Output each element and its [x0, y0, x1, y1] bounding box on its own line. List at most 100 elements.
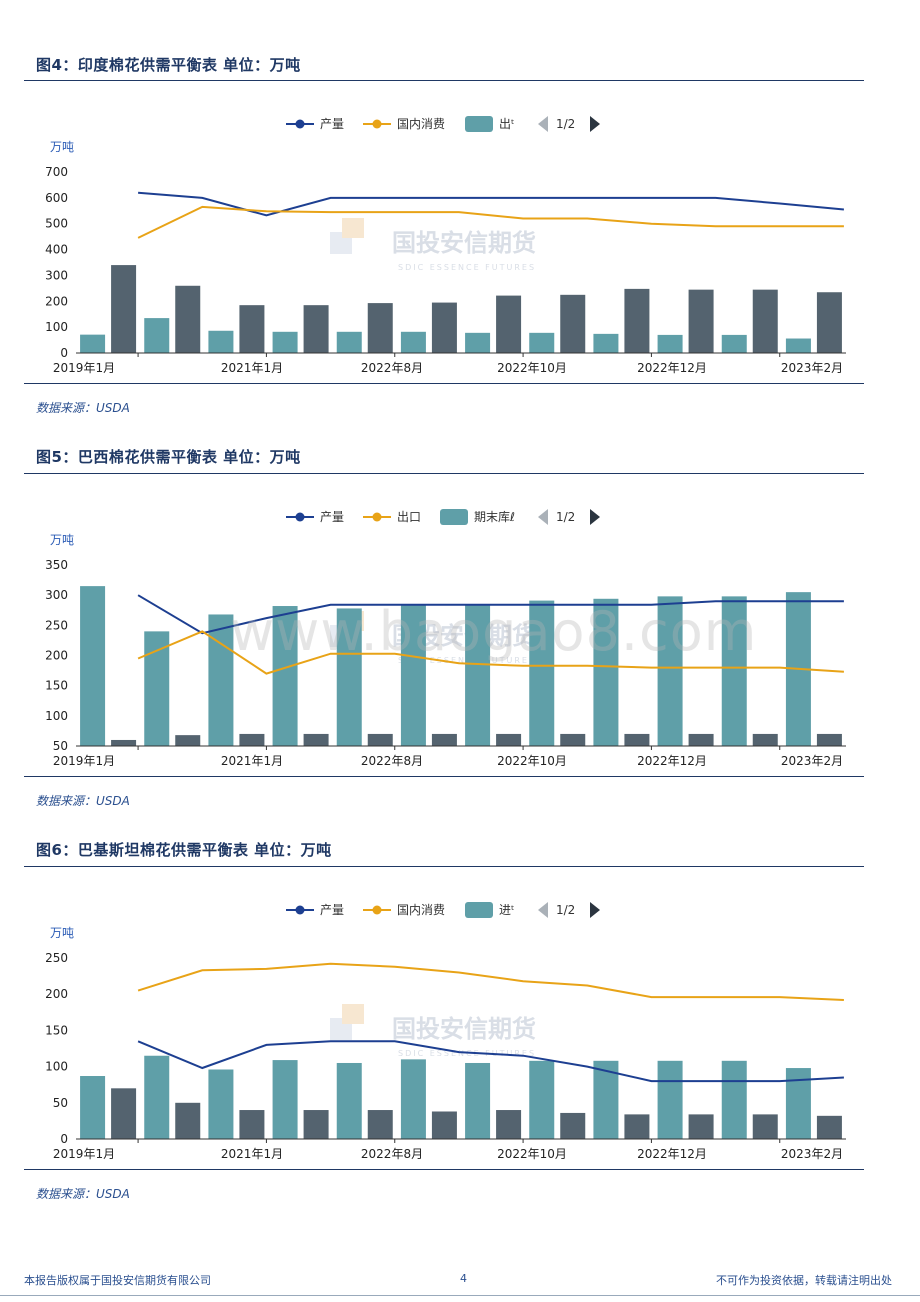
- legend-next-icon[interactable]: [590, 902, 600, 918]
- title-rule: [24, 80, 864, 81]
- bar-dark: [560, 294, 586, 353]
- bar-dark: [367, 303, 393, 353]
- x-tick-label: 2022年12月: [637, 1147, 707, 1161]
- legend-bar-swatch: [465, 902, 493, 918]
- bar-dark: [431, 733, 457, 746]
- y-tick-label: 250: [45, 618, 68, 632]
- legend[interactable]: 产量 国内消费 进ᵗ 1/2: [286, 902, 600, 918]
- watermark-brand: 国投安信期货: [392, 1015, 536, 1043]
- bar-dark: [111, 265, 137, 353]
- legend-marker: [295, 905, 305, 915]
- bar-light: [272, 331, 298, 353]
- y-axis-unit: 万吨: [50, 140, 74, 154]
- y-tick-label: 500: [45, 217, 68, 231]
- x-tick-label: 2021年1月: [221, 361, 283, 375]
- legend-label: 国内消费: [397, 117, 445, 131]
- y-tick-label: 350: [45, 558, 68, 572]
- watermark-brand-sub: SDIC ESSENCE FUTURES: [398, 263, 536, 272]
- x-tick-label: 2023年2月: [781, 754, 843, 768]
- bar-dark: [688, 733, 714, 746]
- bar-dark: [367, 1110, 393, 1139]
- legend-label: 产量: [320, 510, 344, 524]
- y-tick-label: 700: [45, 165, 68, 179]
- bar-dark: [239, 1110, 265, 1139]
- y-tick-label: 150: [45, 679, 68, 693]
- bar-dark: [239, 733, 265, 746]
- x-tick-label: 2022年12月: [637, 754, 707, 768]
- x-tick-label: 2023年2月: [781, 361, 843, 375]
- bar-light: [80, 334, 106, 353]
- bar-dark: [111, 739, 137, 746]
- site-watermark: www.baogao8.com: [230, 600, 758, 663]
- bar-light: [400, 1059, 426, 1139]
- bar-light: [336, 608, 362, 746]
- legend-marker: [295, 119, 305, 129]
- bar-dark: [496, 295, 522, 353]
- series-line-国内消费: [137, 962, 844, 1001]
- bar-light: [144, 631, 170, 746]
- series-line-出口: [137, 630, 844, 675]
- legend-prev-icon[interactable]: [538, 902, 548, 918]
- bar-dark: [624, 288, 650, 353]
- chart-bottom-rule: [24, 776, 864, 777]
- y-tick-label: 300: [45, 588, 68, 602]
- legend-marker: [295, 512, 305, 522]
- bar-light: [465, 1062, 491, 1139]
- bar-dark: [431, 1111, 457, 1139]
- x-tick-label: 2022年8月: [361, 1147, 423, 1161]
- bar-dark: [752, 733, 778, 746]
- legend-pager: 1/2: [556, 117, 575, 131]
- y-tick-label: 0: [60, 1132, 68, 1146]
- bar-dark: [175, 1102, 201, 1139]
- bar-dark: [688, 1114, 714, 1139]
- legend-marker: [372, 905, 382, 915]
- bar-dark: [303, 733, 329, 746]
- bar-dark: [431, 302, 457, 353]
- legend[interactable]: 产量 国内消费 出ᵗ 1/2: [286, 116, 600, 132]
- legend-next-icon[interactable]: [590, 509, 600, 525]
- title-rule: [24, 473, 864, 474]
- x-tick-label: 2022年8月: [361, 361, 423, 375]
- legend-marker: [372, 512, 382, 522]
- legend-pager: 1/2: [556, 510, 575, 524]
- x-tick-label: 2021年1月: [221, 1147, 283, 1161]
- x-tick-label: 2022年8月: [361, 754, 423, 768]
- x-tick-label: 2022年12月: [637, 361, 707, 375]
- y-tick-label: 200: [45, 294, 68, 308]
- legend[interactable]: 产量 出口 期末库ℓ 1/2: [286, 509, 600, 525]
- bar-light: [721, 596, 747, 746]
- bar-dark: [175, 285, 201, 353]
- watermark-brand: 国投安信期货: [392, 229, 536, 257]
- bar-light: [336, 1062, 362, 1139]
- figure-title-4: 图4：印度棉花供需平衡表 单位：万吨: [36, 56, 301, 74]
- figure-title-5: 图5：巴西棉花供需平衡表 单位：万吨: [36, 448, 301, 466]
- legend-marker: [372, 119, 382, 129]
- bar-dark: [752, 1114, 778, 1139]
- bar-dark: [816, 733, 842, 746]
- legend-next-icon[interactable]: [590, 116, 600, 132]
- bar-dark: [816, 292, 842, 353]
- series-line-国内消费: [137, 205, 844, 239]
- legend-prev-icon[interactable]: [538, 509, 548, 525]
- bar-light: [529, 1060, 555, 1139]
- x-tick-label: 2019年1月: [53, 1147, 115, 1161]
- x-tick-label: 2022年10月: [497, 361, 567, 375]
- bar-dark: [560, 1112, 586, 1139]
- bar-light: [785, 338, 811, 353]
- y-tick-label: 50: [53, 739, 68, 753]
- x-tick-label: 2019年1月: [53, 754, 115, 768]
- x-tick-label: 2021年1月: [221, 754, 283, 768]
- legend-label: 国内消费: [397, 903, 445, 917]
- bar-light: [529, 600, 555, 746]
- bar-dark: [624, 733, 650, 746]
- legend-prev-icon[interactable]: [538, 116, 548, 132]
- bar-light: [144, 1055, 170, 1139]
- y-tick-label: 100: [45, 1060, 68, 1074]
- watermark-logo: [342, 1004, 364, 1024]
- page-number: 4: [460, 1272, 467, 1285]
- legend-label: 产量: [320, 903, 344, 917]
- bar-light: [208, 614, 234, 746]
